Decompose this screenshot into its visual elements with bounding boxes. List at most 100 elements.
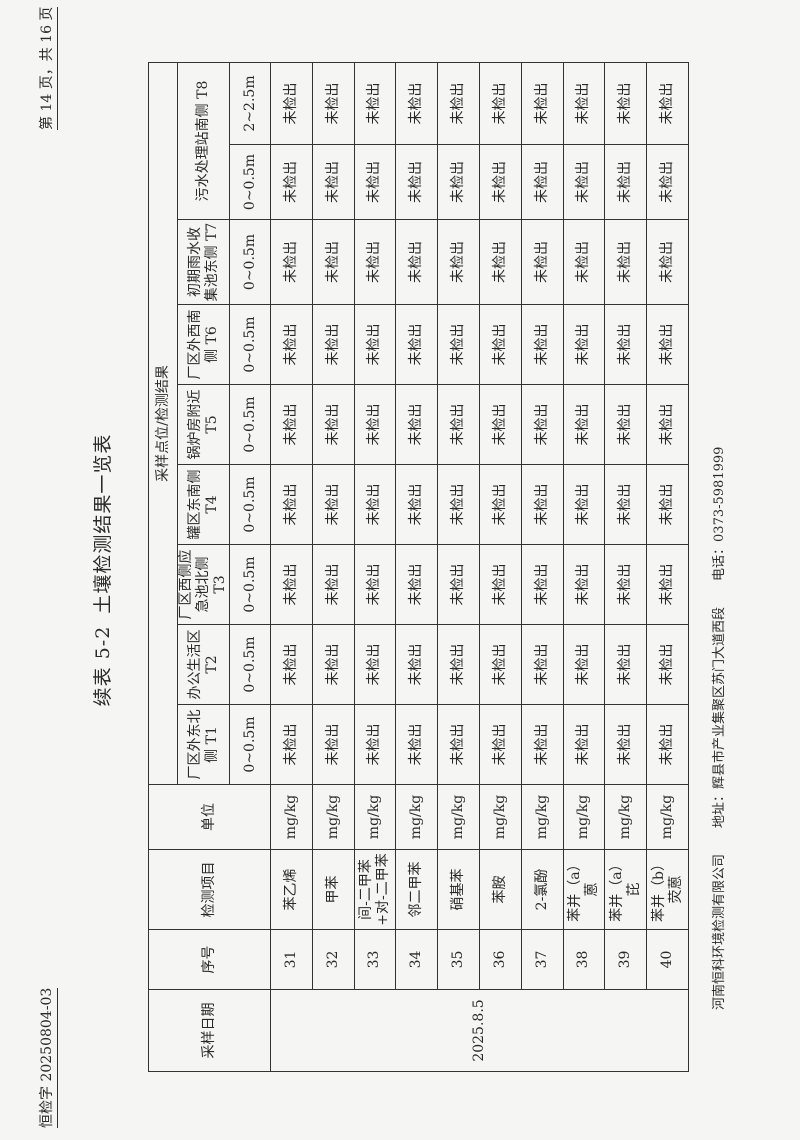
cell-item: 甲苯	[312, 849, 355, 930]
cell-unit: mg/kg	[604, 784, 647, 850]
cell-result: 未检出	[354, 304, 396, 385]
document-number: 恒检字 20250804-03	[36, 987, 58, 1128]
cell-result: 未检出	[270, 144, 313, 220]
cell-result: 未检出	[646, 624, 689, 705]
cell-seq: 31	[270, 929, 313, 990]
cell-result: 未检出	[312, 304, 355, 385]
cell-result: 未检出	[479, 624, 522, 705]
table-row: 33 间-二甲苯+对-二甲苯 mg/kg 未检出 未检出 未检出 未检出 未检出 未检出 未检出未…	[354, 62, 396, 1071]
cell-result: 未检出	[563, 384, 605, 465]
cell-unit: mg/kg	[563, 784, 605, 850]
cell-result: 未检出	[521, 144, 564, 220]
cell-result: 未检出	[604, 144, 647, 220]
cell-result: 未检出	[479, 384, 522, 465]
cell-result: 未检出	[646, 304, 689, 385]
table-row: 34 邻二甲苯 mg/kg 未检出 未检出 未检出 未检出 未检出 未检出 未检出 未检出 未检出	[395, 62, 438, 1071]
cell-result: 未检出	[312, 544, 355, 625]
header-point: 初期雨水收集池东侧 T7	[177, 219, 230, 305]
cell-unit: mg/kg	[312, 784, 355, 850]
cell-result: 未检出	[395, 62, 438, 145]
cell-result: 未检出	[437, 144, 480, 220]
cell-seq: 34	[395, 929, 438, 990]
header-depth: 0~0.5m	[229, 704, 271, 785]
cell-item: 邻二甲苯	[395, 849, 438, 930]
cell-result: 未检出	[604, 544, 647, 625]
cell-result: 未检出	[312, 62, 355, 145]
cell-result: 未检出	[437, 704, 480, 785]
footer-phone: 电话：0373-5981999	[712, 446, 727, 581]
cell-result: 未检出	[604, 384, 647, 465]
cell-result: 未检出	[354, 62, 396, 145]
cell-result: 未检出	[479, 304, 522, 385]
table-row: 36 苯胺 mg/kg 未检出 未检出 未检出 未检出 未检出 未检出 未检出 未检出 未检出	[479, 62, 522, 1071]
cell-seq: 38	[563, 929, 605, 990]
cell-result: 未检出	[563, 144, 605, 220]
header-depth: 0~0.5m	[229, 544, 271, 625]
header-point: 罐区东南侧 T4	[177, 464, 230, 545]
cell-result: 未检出	[604, 62, 647, 145]
table-row: 40 苯并（b）荧蒽 mg/kg 未检出 未检出 未检出 未检出 未检出 未检出 未检出 未检出 未检…	[646, 62, 689, 1071]
table-row: 38 苯并（a）蒽 mg/kg 未检出 未检出 未检出 未检出 未检出 未检出 未检出 未检出 未检出	[563, 62, 605, 1071]
table-row: 39 苯并（a）芘 mg/kg 未检出 未检出 未检出 未检出 未检出 未检出 未检出 未检出 未检出	[604, 62, 647, 1071]
header-group: 采样点位/检测结果	[148, 62, 178, 785]
soil-results-table: 采样日期 序号 检测项目 单位 采样点位/检测结果 厂区外东北侧 T1 办公生活区…	[148, 62, 689, 1072]
cell-result: 未检出	[646, 704, 689, 785]
cell-unit: mg/kg	[521, 784, 564, 850]
cell-result: 未检出	[395, 464, 438, 545]
cell-unit: mg/kg	[395, 784, 438, 850]
cell-result: 未检出	[270, 62, 313, 145]
cell-result: 未检出	[437, 219, 480, 305]
cell-result: 未检出	[646, 62, 689, 145]
cell-seq: 40	[646, 929, 689, 990]
cell-result: 未检出	[479, 464, 522, 545]
cell-result: 未检出	[604, 704, 647, 785]
cell-unit: mg/kg	[270, 784, 313, 850]
cell-result: 未检出	[563, 219, 605, 305]
cell-result: 未检出	[437, 624, 480, 705]
cell-result: 未检出	[312, 384, 355, 465]
cell-item: 硝基苯	[437, 849, 480, 930]
cell-result: 未检出	[646, 464, 689, 545]
cell-item: 间-二甲苯+对-二甲苯	[354, 849, 396, 930]
cell-unit: mg/kg	[479, 784, 522, 850]
header-point: 厂区外西南侧 T6	[177, 304, 230, 385]
header-seq: 序号	[148, 929, 271, 990]
header-depth: 0~0.5m	[229, 624, 271, 705]
cell-result: 未检出	[354, 544, 396, 625]
cell-result: 未检出	[437, 464, 480, 545]
cell-result: 未检出	[604, 464, 647, 545]
sampling-date: 2025.8.5	[270, 989, 689, 1072]
table-title: 续表 5-2 土壤检测结果一览表	[88, 0, 115, 1140]
header-depth: 0~0.5m	[229, 219, 271, 305]
cell-item: 苯并（b）荧蒽	[646, 849, 689, 930]
cell-result: 未检出	[354, 219, 396, 305]
cell-result: 未检出	[437, 62, 480, 145]
header-depth: 0~0.5m	[229, 384, 271, 465]
cell-result: 未检出	[563, 304, 605, 385]
table-row: 2025.8.5 31 苯乙烯 mg/kg 未检出 未检出 未检出 未检出 未检出 未检出 未检出未…	[270, 62, 689, 1072]
cell-result: 未检出	[646, 544, 689, 625]
cell-result: 未检出	[270, 304, 313, 385]
cell-result: 未检出	[312, 464, 355, 545]
header-point: 办公生活区 T2	[177, 624, 230, 705]
header-depth: 0~0.5m	[229, 304, 271, 385]
cell-result: 未检出	[521, 624, 564, 705]
cell-result: 未检出	[521, 219, 564, 305]
cell-seq: 33	[354, 929, 396, 990]
header-point: 厂区西侧应急池北侧 T3	[177, 544, 230, 625]
cell-item: 苯乙烯	[270, 849, 313, 930]
table-title-prefix: 续表 5-2	[92, 625, 114, 707]
table-row: 37 2-氯酚 mg/kg 未检出 未检出 未检出 未检出 未检出 未检出 未检出 未检出 未检出	[521, 62, 564, 1071]
cell-result: 未检出	[479, 62, 522, 145]
cell-result: 未检出	[563, 464, 605, 545]
cell-seq: 35	[437, 929, 480, 990]
cell-result: 未检出	[604, 304, 647, 385]
cell-item: 苯胺	[479, 849, 522, 930]
header-depth: 0~0.5m	[229, 464, 271, 545]
cell-result: 未检出	[395, 384, 438, 465]
cell-result: 未检出	[354, 384, 396, 465]
cell-result: 未检出	[563, 624, 605, 705]
header-point: 厂区外东北侧 T1	[177, 704, 230, 785]
cell-item: 苯并（a）蒽	[563, 849, 605, 930]
